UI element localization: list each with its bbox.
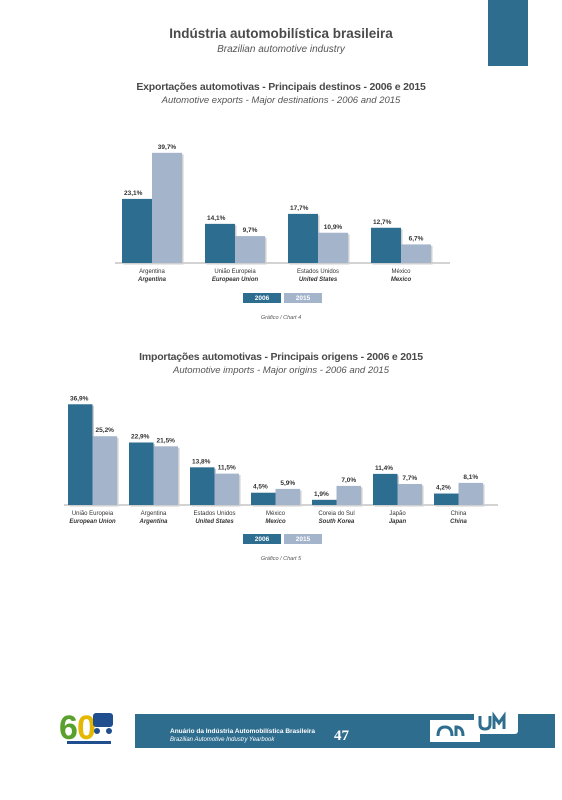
tick-label-estados-unidos: Estados Unidos (297, 269, 339, 275)
data-label-2015-mexico: 6,7% (409, 235, 424, 242)
bar-2006-argentina (122, 198, 152, 263)
tick-label-estados-unidos: Estados Unidos (193, 511, 235, 517)
tick-label-en-south-korea: South Korea (319, 519, 355, 525)
page-subtitle: Brazilian automotive industry (217, 44, 345, 55)
chart-5-legend: 2006 2015 (243, 534, 322, 544)
chart-4-legend: 2006 2015 (243, 293, 322, 303)
bar-2006-japao (373, 473, 398, 505)
chart-5-caption: Gráfico / Chart 5 (260, 556, 302, 562)
tick-label-en-united-states: United States (195, 519, 234, 525)
anniversary-logo: 6 0 (59, 709, 113, 745)
bar-2015-mexico (401, 244, 431, 263)
data-label-2006-estados-unidos: 13,8% (192, 458, 211, 465)
tick-label-mexico: México (266, 511, 286, 517)
data-label-2015-japao: 7,7% (402, 475, 417, 482)
data-label-2006-china: 4,2% (436, 485, 451, 492)
tick-label-en-european-union: European Union (69, 519, 116, 525)
page-title: Indústria automobilística brasileira (169, 26, 393, 41)
bar-2015-uniao-europeia (92, 436, 117, 505)
svg-text:0: 0 (77, 709, 96, 745)
tick-label-en-china: China (450, 519, 467, 525)
bar-2015-china (458, 482, 483, 505)
tick-label-mexico: México (391, 269, 411, 275)
legend-2006-key: 2006 (243, 293, 281, 303)
svg-text:6: 6 (59, 709, 78, 745)
legend-2015-key: 2015 (284, 293, 322, 303)
tick-label-en-european-union: European Union (212, 277, 259, 283)
data-label-2006-argentina: 23,1% (124, 190, 143, 197)
bar-2015-uniao-europeia (235, 236, 265, 263)
chart-4-caption: Gráfico / Chart 4 (260, 315, 302, 321)
tick-label-en-argentina: Argentina (137, 277, 167, 283)
bar-2015-coreia-do-sul (336, 485, 361, 505)
bar-2006-coreia-do-sul (312, 499, 337, 505)
corner-tab (488, 0, 528, 66)
legend-2015-key: 2015 (284, 534, 322, 544)
data-label-2006-japao: 11,4% (375, 465, 393, 472)
data-label-2015-argentina: 21,5% (157, 437, 176, 444)
data-label-2006-mexico: 12,7% (373, 219, 392, 226)
chart-4: 23,1% 39,7% Argentina Argentina 14,1% 9,7% Uni… (115, 144, 450, 283)
data-label-2015-estados-unidos: 11,5% (218, 465, 236, 472)
page-number: 47 (334, 728, 349, 744)
data-label-2015-mexico: 5,9% (280, 480, 295, 487)
data-label-2015-estados-unidos: 10,9% (324, 224, 343, 231)
tick-label-en-japan: Japan (389, 519, 407, 525)
tick-label-china: China (451, 511, 467, 517)
bar-2006-estados-unidos (190, 467, 215, 505)
tick-label-en-mexico: Mexico (391, 277, 412, 283)
tick-label-uniao-europeia: União Europeia (214, 269, 256, 275)
data-label-2015-coreia-do-sul: 7,0% (341, 477, 356, 484)
data-label-2015-uniao-europeia: 9,7% (243, 227, 258, 234)
bar-2015-estados-unidos (214, 473, 239, 505)
chart-5: 36,9% 25,2% União Europeia European Union 22… (64, 395, 498, 525)
tick-label-argentina: Argentina (141, 511, 167, 517)
brand-badge-logo (430, 710, 518, 742)
bar-2015-argentina (153, 446, 178, 505)
tick-label-japao: Japão (389, 511, 406, 517)
footer-yearbook-en: Brazilian Automotive Industry Yearbook (170, 737, 275, 743)
data-label-2006-mexico: 4,5% (253, 484, 268, 491)
data-label-2006-argentina: 22,9% (131, 433, 150, 440)
bar-2006-estados-unidos (288, 213, 318, 263)
tick-label-en-mexico: Mexico (265, 519, 286, 525)
tick-label-en-united-states: United States (299, 277, 338, 283)
tick-label-coreia-do-sul: Coreia do Sul (318, 511, 354, 517)
bar-2015-estados-unidos (318, 232, 348, 263)
tick-label-en-argentina: Argentina (138, 519, 168, 525)
bar-2015-japao (397, 483, 422, 505)
legend-2006-key: 2006 (243, 534, 281, 544)
data-label-2006-uniao-europeia: 36,9% (70, 395, 89, 402)
bar-2006-mexico (251, 492, 276, 505)
data-label-2015-argentina: 39,7% (158, 144, 177, 151)
data-label-2006-uniao-europeia: 14,1% (207, 215, 226, 222)
bar-2006-argentina (129, 442, 154, 505)
tick-label-argentina: Argentina (139, 269, 165, 275)
chart-4-title: Exportações automotivas - Principais des… (136, 81, 426, 93)
data-label-2006-coreia-do-sul: 1,9% (314, 491, 329, 498)
data-label-2015-uniao-europeia: 25,2% (96, 427, 115, 434)
bar-2006-mexico (371, 227, 401, 263)
data-label-2015-china: 8,1% (463, 474, 478, 481)
data-label-2006-estados-unidos: 17,7% (290, 205, 309, 212)
bar-2006-uniao-europeia (205, 223, 235, 263)
chart-5-subtitle: Automotive imports - Major origins - 200… (173, 365, 389, 376)
bar-2006-uniao-europeia (68, 404, 93, 505)
tick-label-uniao-europeia: União Europeia (72, 511, 114, 517)
chart-5-title: Importações automotivas - Principais ori… (139, 351, 423, 363)
bar-2006-china (434, 493, 459, 505)
chart-4-subtitle: Automotive exports - Major destinations … (161, 95, 401, 106)
footer-yearbook-pt: Anuário da Indústria Automobilística Bra… (170, 728, 315, 735)
bar-2015-mexico (275, 488, 300, 505)
bar-2015-argentina (152, 152, 182, 263)
